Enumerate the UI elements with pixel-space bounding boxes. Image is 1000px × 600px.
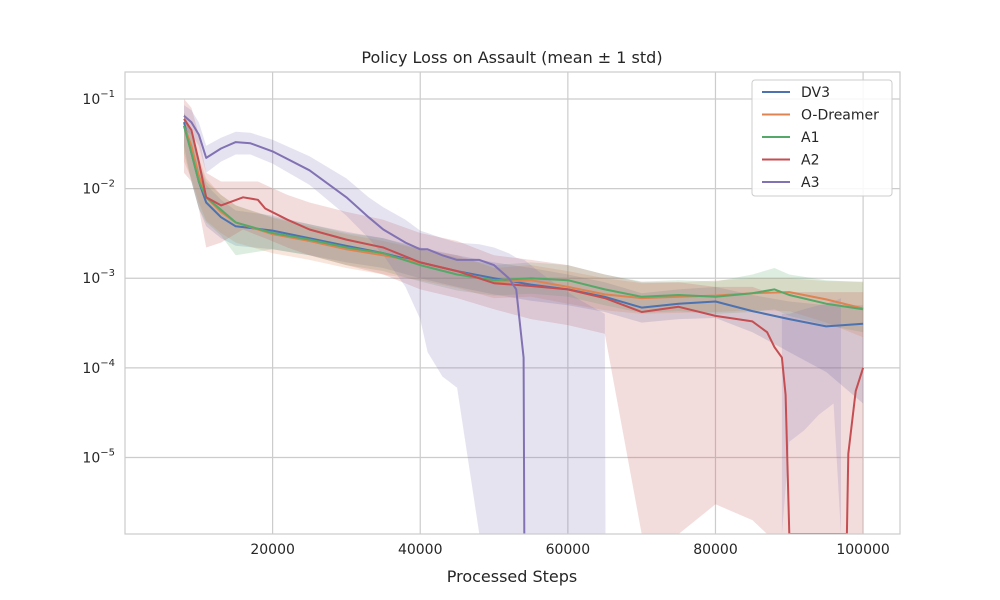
y-axis-ticks: 10−1 10−2 10−3 10−4 10−5 — [82, 89, 115, 466]
y-tick-label: 10−3 — [82, 268, 115, 287]
y-tick-label: 10−5 — [82, 447, 115, 466]
series-lines — [183, 114, 865, 534]
x-axis-label: Processed Steps — [447, 567, 578, 586]
std-band-a3 — [184, 105, 525, 534]
y-tick-label: 10−2 — [82, 179, 115, 198]
std-band-o-dreamer — [184, 112, 864, 338]
series-line-a3 — [183, 114, 526, 534]
legend-label-a3: A3 — [801, 175, 819, 191]
x-tick-label: 40000 — [398, 542, 443, 558]
legend-box — [751, 79, 893, 197]
legend-label-a2: A2 — [801, 153, 819, 169]
std-band-a3-extra — [781, 298, 841, 534]
legend-label-dv3: DV3 — [801, 85, 830, 101]
legend-label-o-dreamer: O-Dreamer — [801, 108, 879, 124]
legend-label-a1: A1 — [801, 130, 819, 146]
y-tick-label: 10−4 — [82, 358, 115, 377]
y-tick-label: 10−1 — [82, 89, 115, 108]
series-line-a2 — [183, 118, 865, 534]
std-bands — [184, 99, 864, 534]
plot-frame — [124, 71, 901, 535]
x-axis-ticks: 20000 40000 60000 80000 100000 — [250, 542, 889, 558]
x-tick-label: 80000 — [693, 542, 738, 558]
legend: DV3 O-Dreamer A1 A2 A3 — [751, 79, 893, 197]
std-band-a2 — [184, 99, 864, 534]
x-tick-label: 20000 — [250, 542, 295, 558]
chart-title: Policy Loss on Assault (mean ± 1 std) — [361, 48, 662, 67]
std-band-a1 — [184, 112, 864, 333]
x-tick-label: 100000 — [836, 542, 889, 558]
std-band-a3-extra — [524, 259, 606, 534]
x-tick-label: 60000 — [546, 542, 591, 558]
